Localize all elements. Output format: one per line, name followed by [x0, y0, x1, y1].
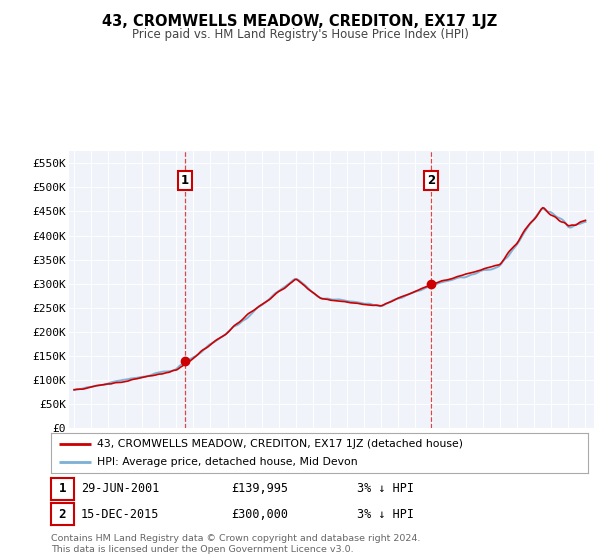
Text: 43, CROMWELLS MEADOW, CREDITON, EX17 1JZ: 43, CROMWELLS MEADOW, CREDITON, EX17 1JZ [103, 14, 497, 29]
Text: 3% ↓ HPI: 3% ↓ HPI [357, 482, 414, 496]
Text: This data is licensed under the Open Government Licence v3.0.: This data is licensed under the Open Gov… [51, 545, 353, 554]
Text: 1: 1 [59, 482, 66, 496]
Text: £300,000: £300,000 [231, 507, 288, 521]
Text: £139,995: £139,995 [231, 482, 288, 496]
Text: 2: 2 [59, 507, 66, 521]
Text: Contains HM Land Registry data © Crown copyright and database right 2024.: Contains HM Land Registry data © Crown c… [51, 534, 421, 543]
Text: HPI: Average price, detached house, Mid Devon: HPI: Average price, detached house, Mid … [97, 458, 357, 467]
Text: 3% ↓ HPI: 3% ↓ HPI [357, 507, 414, 521]
Text: 15-DEC-2015: 15-DEC-2015 [81, 507, 160, 521]
Text: 2: 2 [427, 174, 436, 186]
Text: 29-JUN-2001: 29-JUN-2001 [81, 482, 160, 496]
Text: 1: 1 [181, 174, 189, 186]
Text: Price paid vs. HM Land Registry's House Price Index (HPI): Price paid vs. HM Land Registry's House … [131, 28, 469, 41]
Text: 43, CROMWELLS MEADOW, CREDITON, EX17 1JZ (detached house): 43, CROMWELLS MEADOW, CREDITON, EX17 1JZ… [97, 439, 463, 449]
